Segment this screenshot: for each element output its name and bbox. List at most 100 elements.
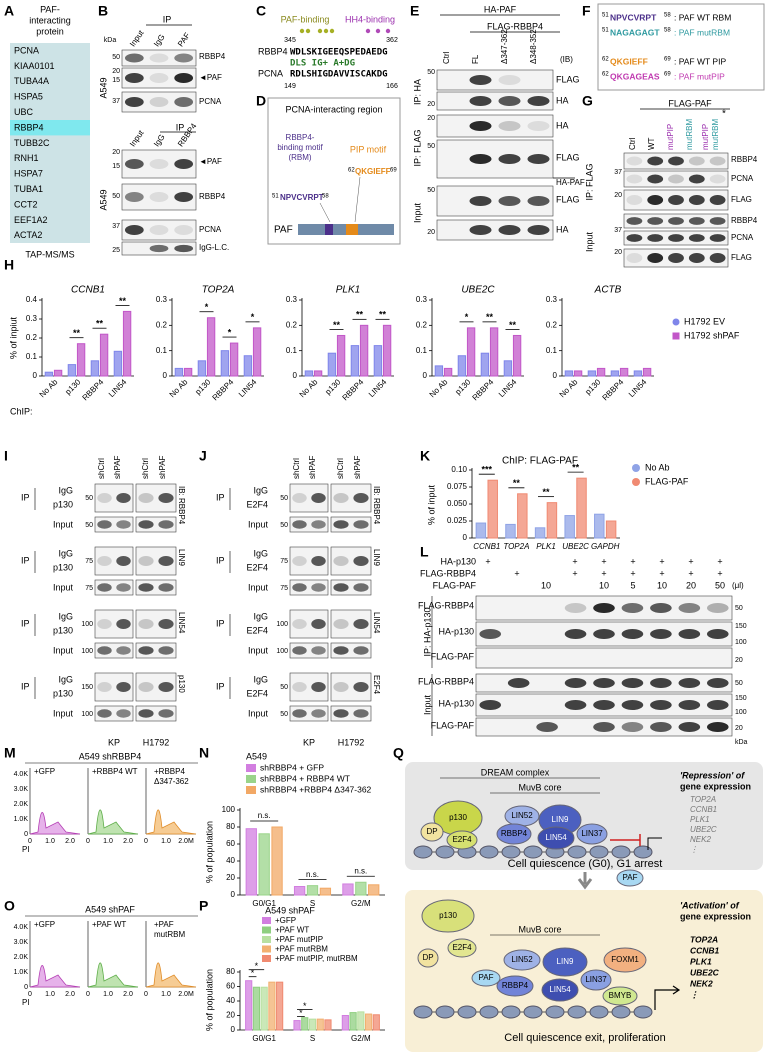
band	[292, 709, 307, 718]
mw: 50	[280, 522, 288, 529]
rows: FLAG	[556, 194, 580, 204]
effect: gene expression	[680, 781, 751, 791]
x-tick-label: 0	[144, 991, 148, 998]
band	[97, 646, 112, 655]
bar	[564, 515, 575, 539]
x-tick-label: 2.0	[65, 838, 75, 845]
rows: RBBP4	[731, 216, 758, 225]
mw: 75	[85, 585, 93, 592]
bar	[260, 986, 268, 1031]
mw: 100	[276, 648, 288, 655]
rows: FLAG	[556, 74, 580, 84]
band	[97, 619, 112, 629]
x-tick-label: G2/M	[351, 1034, 371, 1043]
protein	[576, 823, 608, 845]
panels: +PAF	[154, 920, 174, 929]
ib: LIN9	[372, 549, 381, 566]
band	[158, 520, 174, 529]
title: protein	[36, 26, 64, 36]
proteins: UBC	[14, 107, 34, 117]
bar	[197, 360, 207, 377]
rows: Input	[53, 645, 74, 655]
dot	[375, 28, 381, 34]
y-tick-label: 0	[423, 371, 428, 380]
blot	[330, 483, 372, 513]
bar	[546, 502, 558, 539]
blot	[121, 67, 197, 89]
nucleosome	[545, 1005, 565, 1019]
y-tick-label: 0.2	[286, 320, 298, 329]
bar	[350, 345, 360, 377]
protein	[496, 975, 534, 997]
rbm: RBBP4-	[286, 133, 315, 142]
groups: IP: FLAG	[584, 163, 594, 200]
x-tick-label: RBBP4	[470, 377, 495, 402]
legend-marker	[262, 926, 271, 934]
x-tick-label: No Ab	[298, 377, 320, 399]
x-tick-label: RBBP4	[210, 377, 235, 402]
x-tick-label: G0/G1	[252, 1034, 276, 1043]
nucleosome	[567, 845, 587, 859]
band	[498, 225, 521, 235]
promoter-arrow	[647, 837, 662, 850]
bar	[457, 355, 467, 377]
box	[597, 3, 765, 91]
band	[333, 709, 349, 718]
significance: *	[251, 312, 255, 322]
ylabel: % of inpiut	[8, 316, 18, 359]
bar	[475, 522, 487, 539]
y-tick-label: 0	[24, 984, 28, 991]
bar	[349, 1012, 357, 1031]
x-tick-label: PLK1	[536, 542, 556, 551]
lanes: Δ348-352	[529, 29, 538, 64]
y-tick-label: 0.025	[447, 516, 468, 525]
rows: IgG	[253, 674, 268, 684]
bar	[596, 367, 606, 377]
band	[116, 583, 131, 592]
band	[353, 493, 369, 503]
marks: +	[630, 556, 635, 566]
proteins: ACTA2	[14, 230, 42, 240]
y-tick-label: 3.0K	[14, 939, 29, 946]
mw: 20	[735, 657, 743, 664]
band	[469, 225, 492, 235]
band	[527, 196, 550, 206]
bar	[293, 886, 306, 896]
bar	[304, 370, 314, 377]
legend: H1792 EV	[684, 316, 725, 326]
mw: 37	[614, 169, 622, 176]
rows: Input	[248, 708, 269, 718]
blots: FLAG-RBBP4	[418, 676, 474, 686]
x-tick-label: 2.0M	[178, 838, 194, 845]
y-tick-label: 1.0K	[14, 816, 29, 823]
proteins: RNH1	[14, 153, 39, 163]
rows: IgG	[58, 548, 73, 558]
band	[688, 156, 705, 166]
blots: FLAG-RBBP4	[418, 600, 474, 610]
band	[311, 520, 326, 529]
blot	[436, 91, 554, 111]
ip: IP	[216, 492, 225, 502]
band	[688, 253, 705, 263]
genes: PLK1	[690, 956, 712, 966]
band	[333, 493, 349, 503]
proteins: E2F4	[452, 835, 472, 844]
band	[333, 682, 349, 692]
band	[678, 700, 701, 710]
marks: 5	[630, 580, 635, 590]
rows: IgG	[253, 611, 268, 621]
band	[149, 244, 169, 253]
flag-paf: FLAG-PAF	[668, 98, 712, 108]
marks: +	[601, 568, 606, 578]
x-tick-label: RBBP4	[80, 377, 105, 402]
seq: NAGAGAGT	[610, 27, 660, 37]
rbm: binding motif	[277, 143, 323, 152]
ip: IP	[21, 555, 30, 565]
proteins: BMYB	[609, 991, 632, 1000]
band	[97, 682, 112, 692]
genes: CCNB1	[690, 945, 720, 955]
y-tick-label: 0.3	[286, 295, 298, 304]
band	[668, 234, 684, 242]
muvb: MuvB core	[518, 924, 561, 934]
